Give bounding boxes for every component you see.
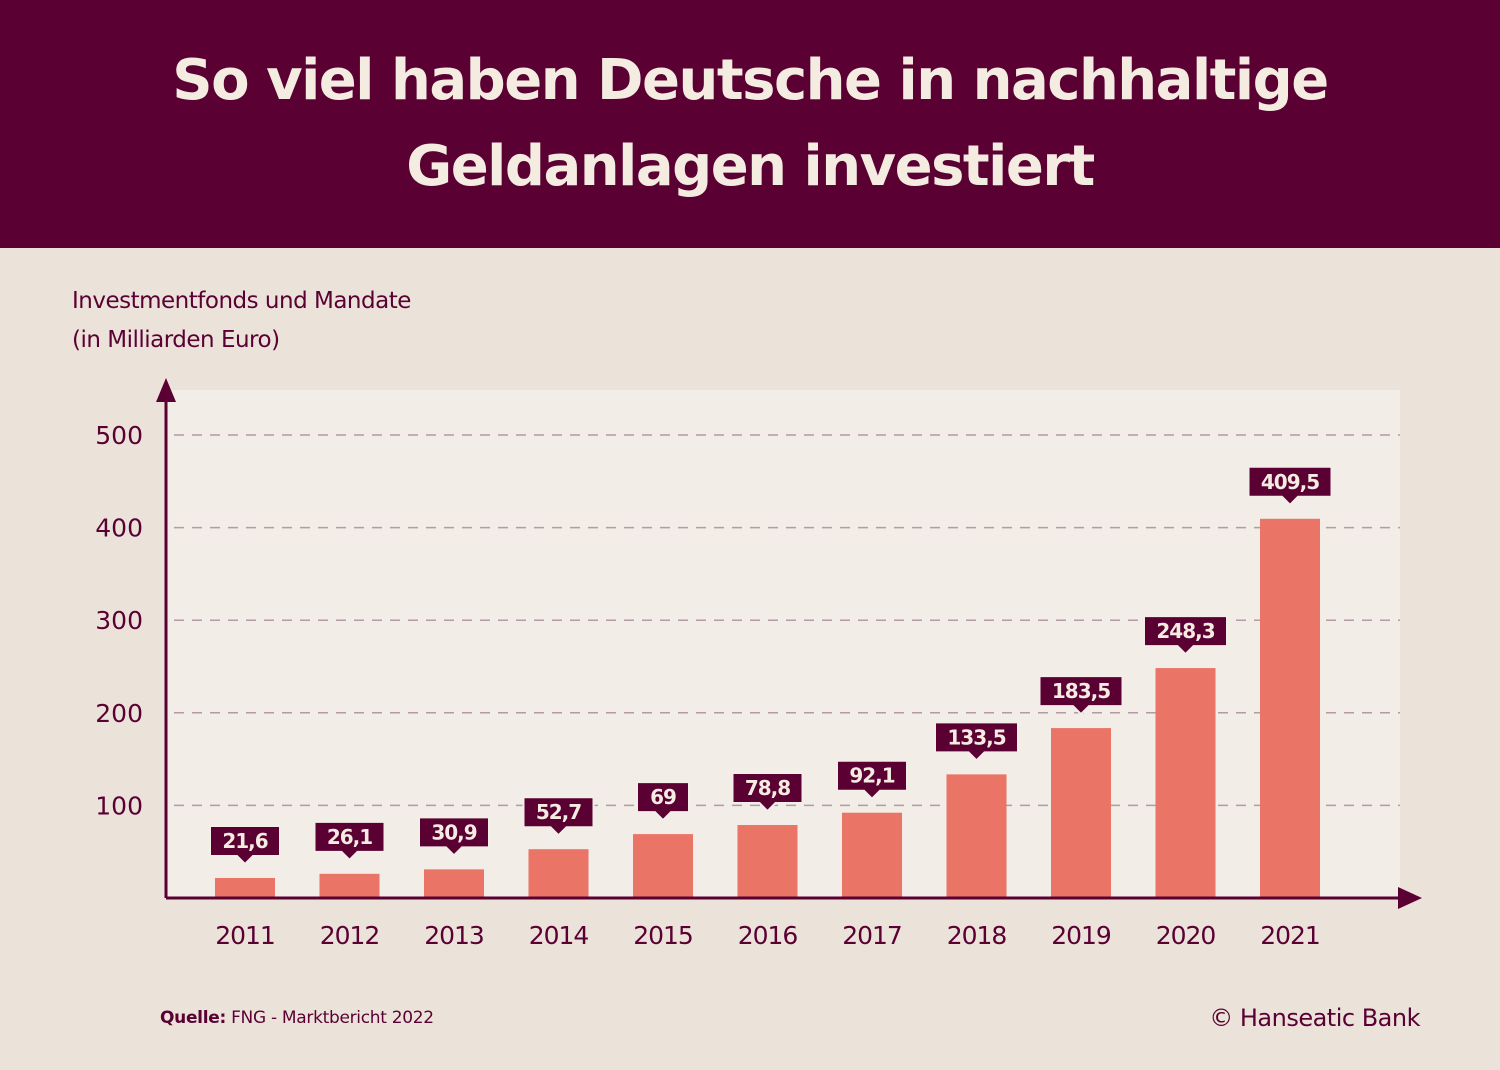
value-label-2012: 26,1 — [327, 825, 372, 849]
y-tick-label-400: 400 — [95, 514, 143, 543]
y-tick-label-500: 500 — [95, 421, 143, 450]
x-tick-label-2012: 2012 — [320, 921, 380, 950]
value-badge-2016 — [731, 772, 804, 813]
x-tick-label-2014: 2014 — [529, 921, 589, 950]
y-axis-arrow — [156, 378, 176, 402]
bar-2014 — [528, 849, 589, 898]
value-badge-2015 — [636, 781, 690, 822]
value-badge-2012 — [313, 820, 386, 862]
value-label-2019: 183,5 — [1052, 679, 1110, 703]
x-tick-label-2018: 2018 — [947, 921, 1007, 950]
y-tick-label-200: 200 — [95, 699, 143, 728]
bar-2018 — [946, 774, 1007, 898]
copyright-note: © Hanseatic Bank — [1209, 1004, 1420, 1032]
value-badge-2020 — [1143, 615, 1228, 656]
y-axis-title: Investmentfonds und Mandate (in Milliard… — [72, 282, 411, 360]
value-label-2011: 21,6 — [222, 829, 267, 853]
x-tick-label-2016: 2016 — [738, 921, 798, 950]
value-badge-2014 — [522, 796, 595, 837]
value-label-2018: 133,5 — [947, 725, 1005, 749]
chart-title: So viel haben Deutsche in nachhaltige Ge… — [172, 48, 1329, 199]
bar-2017 — [842, 812, 902, 898]
value-label-2017: 92,1 — [849, 764, 894, 788]
bar-2013 — [424, 869, 484, 898]
y-axis-title-line1: Investmentfonds und Mandate — [72, 288, 411, 314]
source-note: Quelle: FNG - Marktbericht 2022 — [160, 1008, 434, 1028]
y-tick-label-100: 100 — [95, 791, 143, 820]
x-tick-label-2019: 2019 — [1051, 921, 1111, 950]
y-tick-label-300: 300 — [95, 606, 143, 635]
x-tick-label-2017: 2017 — [842, 921, 902, 950]
value-label-2015: 69 — [650, 785, 676, 809]
x-tick-label-2011: 2011 — [215, 921, 275, 950]
value-badge-2017 — [836, 759, 908, 801]
value-label-2021: 409,5 — [1261, 470, 1319, 494]
source-label: Quelle: — [160, 1008, 226, 1028]
x-tick-label-2021: 2021 — [1260, 921, 1320, 950]
y-axis-title-line2: (in Milliarden Euro) — [72, 327, 280, 353]
value-badge-2019 — [1038, 675, 1124, 716]
bar-2012 — [319, 873, 380, 898]
value-badge-2013 — [418, 816, 490, 857]
x-tick-label-2015: 2015 — [633, 921, 693, 950]
value-badge-2011 — [209, 824, 281, 866]
bar-2019 — [1051, 728, 1111, 898]
source-text: FNG - Marktbericht 2022 — [231, 1008, 434, 1028]
value-label-2016: 78,8 — [745, 776, 790, 800]
header-banner: So viel haben Deutsche in nachhaltige Ge… — [0, 0, 1500, 248]
bar-2015 — [633, 834, 693, 898]
value-badge-2018 — [934, 721, 1019, 762]
x-tick-label-2013: 2013 — [424, 921, 484, 950]
bar-2016 — [737, 825, 798, 898]
x-axis-arrow — [1398, 887, 1422, 909]
x-tick-label-2020: 2020 — [1156, 921, 1216, 950]
value-badge-2021 — [1247, 465, 1333, 507]
bar-2020 — [1155, 668, 1216, 898]
value-label-2014: 52,7 — [536, 800, 581, 824]
bar-2011 — [215, 877, 275, 898]
value-label-2020: 248,3 — [1156, 619, 1214, 643]
value-label-2013: 30,9 — [431, 820, 476, 844]
bar-2021 — [1260, 518, 1320, 898]
